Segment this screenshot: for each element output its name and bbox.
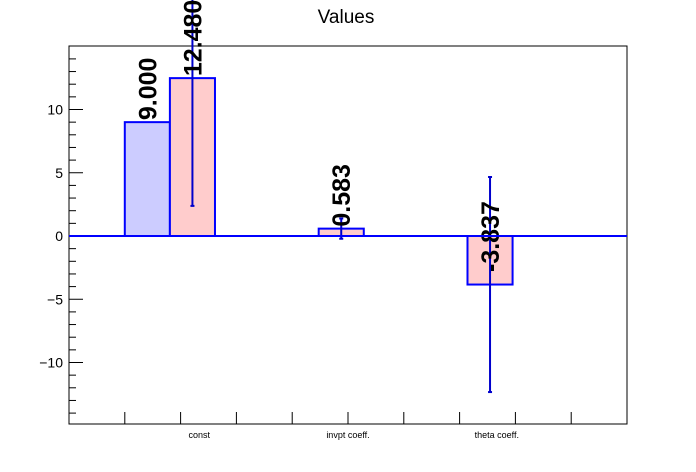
chart-title: Values — [318, 7, 375, 28]
x-tick-label: const — [188, 430, 210, 440]
data-label: 12.480 — [179, 0, 207, 76]
y-tick-label: −10 — [39, 355, 63, 371]
y-tick-label: −5 — [47, 291, 63, 307]
data-label: 0.583 — [328, 164, 356, 227]
data-label: 9.000 — [134, 58, 162, 121]
y-tick-label: 10 — [47, 102, 63, 118]
y-tick-label: 0 — [55, 228, 63, 244]
bar — [123, 121, 171, 237]
plot-area: −10 −5 0 5 10 const invpt coeff. theta coeff. 9.… — [39, 0, 628, 440]
x-tick-label: theta coeff. — [475, 430, 519, 440]
y-tick-label: 5 — [55, 165, 63, 181]
x-tick-label: invpt coeff. — [326, 430, 369, 440]
